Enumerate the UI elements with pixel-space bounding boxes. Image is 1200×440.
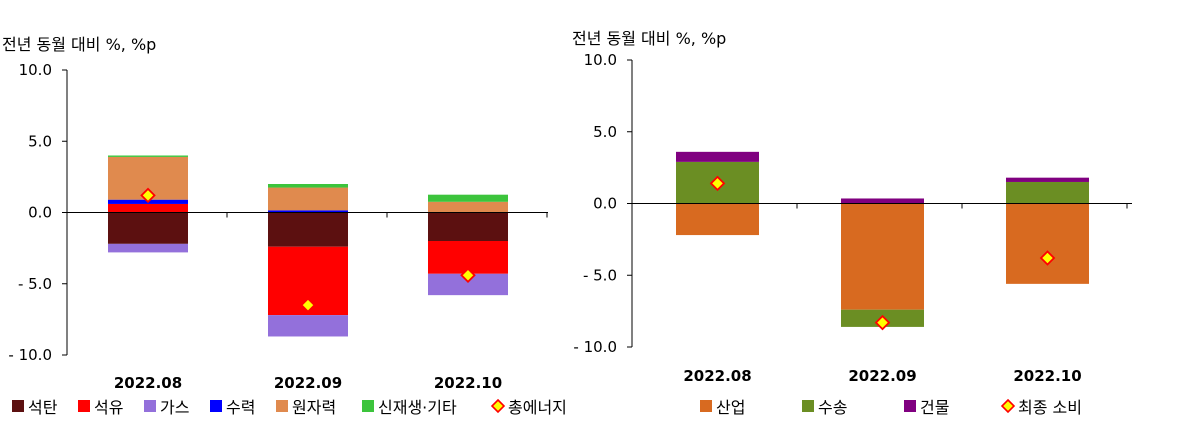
legend-swatch <box>12 400 24 412</box>
bar-segment <box>428 212 508 241</box>
total-marker <box>140 187 156 204</box>
total-marker <box>709 175 726 192</box>
category-label: 2022.10 <box>434 374 502 392</box>
legend-label: 석탄 <box>28 398 58 417</box>
bar-segment <box>841 198 924 204</box>
category-label: 2022.10 <box>1013 367 1081 385</box>
legend-marker-total <box>1000 398 1016 414</box>
y-tick-label: 10.0 <box>584 51 617 69</box>
bar-segment <box>268 315 348 337</box>
bar-segment <box>841 203 924 310</box>
total-marker <box>460 267 476 283</box>
y-tick-label: 5.0 <box>593 123 617 141</box>
bar-segment <box>268 210 348 213</box>
legend-label: 건물 <box>920 398 949 417</box>
category-label: 2022.09 <box>848 367 916 385</box>
y-axis-label: 전년 동월 대비 %, %p <box>572 29 726 48</box>
legend-swatch <box>210 400 222 412</box>
y-tick-label: - 5.0 <box>583 266 617 284</box>
bar-segment <box>1006 203 1089 284</box>
bar-segment <box>676 151 759 162</box>
category-label: 2022.09 <box>274 374 342 392</box>
bar-segment <box>676 203 759 236</box>
legend-label: 수송 <box>818 398 847 417</box>
bar-segment <box>268 212 348 247</box>
legend-label: 원자력 <box>292 398 336 417</box>
bar-segment <box>108 203 188 213</box>
legend-swatch <box>276 400 288 412</box>
legend-marker-total <box>490 398 506 414</box>
bar-segment <box>428 201 508 213</box>
legend-swatch <box>802 400 814 412</box>
legend-swatch <box>144 400 156 412</box>
legend-swatch <box>78 400 90 412</box>
category-label: 2022.08 <box>683 367 751 385</box>
y-tick-label: - 10.0 <box>573 338 617 356</box>
legend-label: 석유 <box>94 398 123 417</box>
legend-label: 수력 <box>226 398 255 417</box>
legend-swatch <box>700 400 712 412</box>
final-consumption-chart: 전년 동월 대비 %, %p 2022.08 2022.09 2022.10 10.0… <box>572 29 1132 417</box>
legend-label: 총에너지 <box>508 398 567 417</box>
legend-label: 산업 <box>716 398 745 417</box>
y-tick-label: 10.0 <box>19 61 52 79</box>
y-tick-label: 0.0 <box>593 195 617 213</box>
y-tick-label: - 5.0 <box>18 275 52 293</box>
category-label: 2022.08 <box>114 374 182 392</box>
bar-segment <box>428 194 508 202</box>
y-tick-label: 0.0 <box>28 204 52 222</box>
legend-label: 가스 <box>160 398 189 417</box>
bar-segment <box>268 187 348 211</box>
bar-segment <box>1006 181 1089 204</box>
total-marker <box>1039 250 1056 266</box>
y-tick-label: 5.0 <box>28 132 52 150</box>
bar-segment <box>108 155 188 157</box>
legend-swatch <box>362 400 374 412</box>
legend-swatch <box>904 400 916 412</box>
bar-segment <box>1006 177 1089 182</box>
y-tick-label: - 10.0 <box>8 346 52 364</box>
legend-label: 신재생·기타 <box>378 398 457 417</box>
bar-segment <box>428 273 508 296</box>
energy-source-chart: 전년 동월 대비 %, %p 2022.08 2022.09 2022.10 10.0… <box>2 35 567 417</box>
bar-segment <box>108 243 188 253</box>
bar-segment <box>108 212 188 244</box>
total-marker <box>874 314 891 331</box>
legend-label: 최종 소비 <box>1018 398 1082 417</box>
bar-segment <box>268 184 348 188</box>
total-marker <box>300 297 316 313</box>
y-axis-label: 전년 동월 대비 %, %p <box>2 35 156 54</box>
